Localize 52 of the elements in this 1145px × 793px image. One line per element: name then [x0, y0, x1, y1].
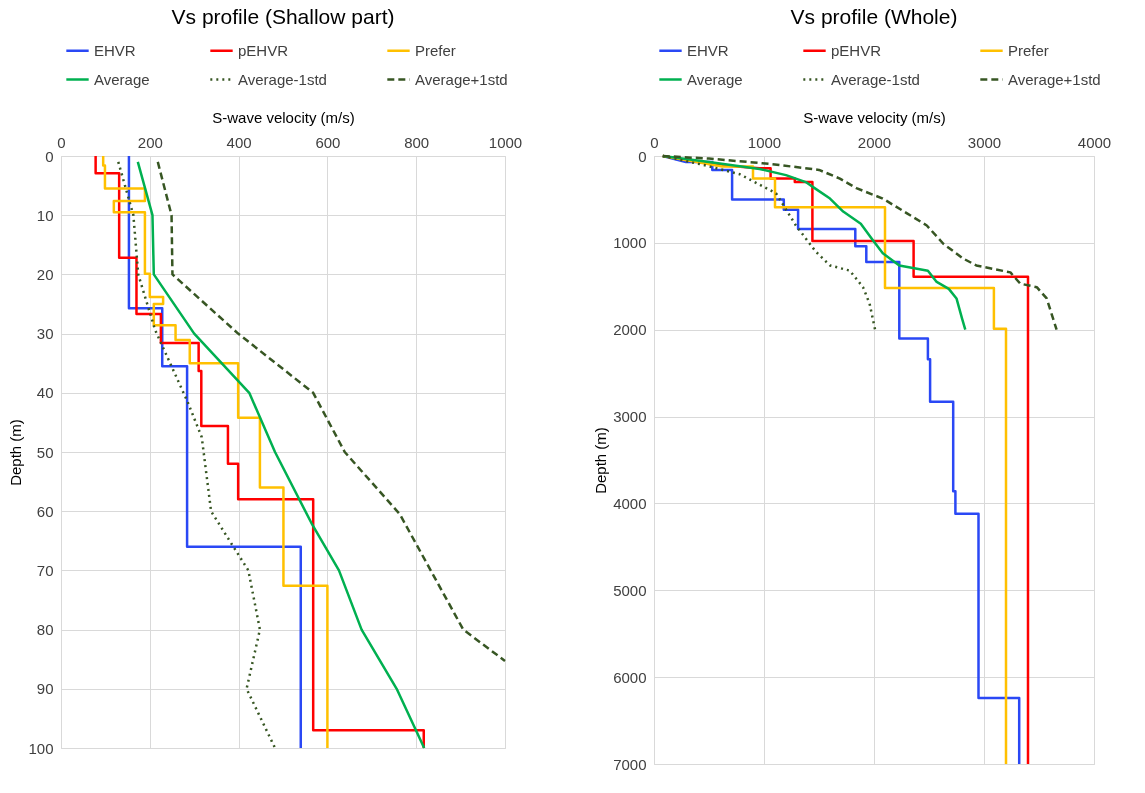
legend-label: Average+1std	[415, 70, 508, 88]
x-axis-title: S-wave velocity (m/s)	[803, 108, 946, 126]
legend-label: Average+1std	[1008, 70, 1101, 88]
y-tick-label: 30	[36, 325, 54, 343]
legend-label: Average-1std	[238, 70, 327, 88]
x-tick-label: 4000	[1077, 133, 1112, 151]
y-tick-label: 2000	[613, 321, 647, 339]
line-series	[127, 154, 303, 750]
legend-label: pEHVR	[238, 41, 289, 59]
legend-label: Average	[687, 70, 743, 88]
x-tick-label: 600	[315, 133, 341, 151]
x-tick-label: 800	[404, 133, 430, 151]
x-tick-label: 0	[57, 133, 66, 151]
y-tick-label: 100	[28, 739, 54, 757]
y-tick-label: 20	[36, 265, 54, 283]
y-tick-label: 6000	[613, 668, 647, 686]
x-tick-label: 3000	[967, 133, 1002, 151]
legend-label: Prefer	[1008, 41, 1049, 59]
y-tick-label: 3000	[613, 408, 647, 426]
y-tick-label: 0	[638, 147, 647, 165]
line-series	[117, 160, 277, 750]
y-tick-label: 80	[36, 621, 54, 639]
chart-title: Vs profile (Whole)	[790, 5, 958, 28]
legend-label: Average	[94, 70, 150, 88]
y-tick-label: 90	[36, 680, 54, 698]
line-series	[101, 154, 329, 750]
x-tick-label: 1000	[747, 133, 782, 151]
y-tick-label: 50	[36, 443, 54, 461]
x-tick-label: 2000	[857, 133, 892, 151]
y-tick-label: 70	[36, 561, 54, 579]
y-tick-label: 40	[36, 384, 54, 402]
y-tick-label: 1000	[613, 234, 647, 252]
x-tick-label: 0	[650, 133, 659, 151]
legend-label: EHVR	[687, 41, 729, 59]
x-axis-title: S-wave velocity (m/s)	[212, 108, 355, 126]
legend-label: pEHVR	[831, 41, 882, 59]
legend-label: Average-1std	[831, 70, 920, 88]
chart-title: Vs profile (Shallow part)	[171, 5, 395, 28]
x-tick-label: 1000	[488, 133, 523, 151]
y-tick-label: 10	[36, 206, 54, 224]
line-series	[156, 160, 507, 663]
y-tick-label: 60	[36, 502, 54, 520]
y-tick-label: 4000	[613, 494, 647, 512]
legend-label: Prefer	[415, 41, 456, 59]
x-tick-label: 200	[137, 133, 163, 151]
y-axis-title: Depth (m)	[592, 427, 610, 494]
x-tick-label: 400	[226, 133, 252, 151]
legend-label: EHVR	[94, 41, 136, 59]
y-tick-label: 7000	[613, 755, 647, 773]
y-tick-label: 5000	[613, 581, 647, 599]
y-tick-label: 0	[45, 147, 54, 165]
y-axis-title: Depth (m)	[7, 419, 25, 486]
